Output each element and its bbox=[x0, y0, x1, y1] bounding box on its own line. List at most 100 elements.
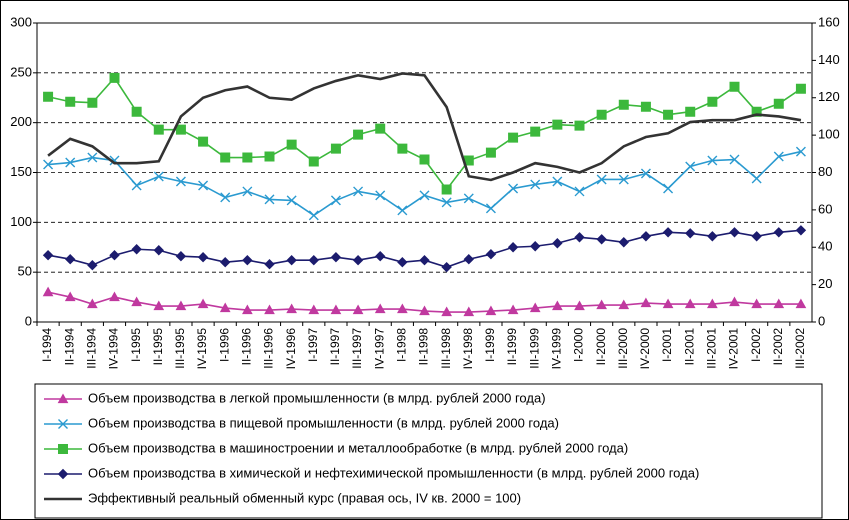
data-point bbox=[197, 252, 209, 263]
data-point bbox=[286, 303, 297, 314]
data-point bbox=[419, 190, 430, 201]
legend-box bbox=[34, 383, 823, 519]
data-point bbox=[773, 98, 784, 109]
data-point bbox=[330, 195, 341, 206]
data-point bbox=[220, 192, 231, 203]
data-point bbox=[552, 300, 563, 311]
data-point bbox=[87, 259, 98, 271]
data-point bbox=[375, 123, 386, 134]
data-point bbox=[175, 251, 187, 262]
legend-marker bbox=[58, 444, 68, 454]
data-point bbox=[153, 124, 164, 135]
x-tick-label: III-1998 bbox=[439, 328, 453, 369]
data-point bbox=[65, 254, 76, 265]
data-point bbox=[198, 136, 209, 147]
data-point bbox=[87, 152, 98, 163]
data-point bbox=[795, 146, 806, 157]
data-point bbox=[43, 91, 54, 102]
x-tick-label: II-2002 bbox=[771, 328, 785, 366]
data-point bbox=[485, 147, 496, 158]
x-tick-label: I-1995 bbox=[129, 328, 143, 362]
y-tick-label: 100 bbox=[10, 214, 32, 229]
x-tick-label: III-2001 bbox=[705, 328, 719, 369]
data-point bbox=[485, 249, 497, 260]
data-point bbox=[463, 306, 475, 317]
x-tick-label: III-1994 bbox=[85, 328, 99, 369]
data-point bbox=[729, 81, 740, 92]
x-tick-label: I-2002 bbox=[749, 328, 763, 362]
data-point bbox=[264, 194, 275, 205]
x-tick-label: I-1994 bbox=[40, 328, 54, 362]
y2-tick-label: 0 bbox=[818, 313, 825, 328]
data-point bbox=[397, 303, 408, 314]
data-point bbox=[374, 303, 386, 314]
data-point bbox=[131, 106, 142, 117]
data-point bbox=[773, 151, 784, 162]
legend-label: Объем производства в легкой промышленнос… bbox=[88, 390, 546, 405]
data-point bbox=[198, 180, 209, 191]
data-point bbox=[109, 72, 120, 83]
data-point bbox=[552, 119, 563, 130]
data-point bbox=[286, 195, 297, 206]
legend-label: Эффективный реальный обменный курс (прав… bbox=[88, 490, 521, 505]
data-point bbox=[219, 302, 231, 313]
data-point bbox=[596, 174, 607, 185]
legend-marker bbox=[58, 419, 68, 429]
data-point bbox=[574, 186, 585, 197]
data-point bbox=[352, 254, 364, 266]
series-line bbox=[47, 72, 802, 182]
data-point bbox=[441, 261, 452, 273]
x-tick-label: IV-1994 bbox=[107, 328, 121, 370]
data-point bbox=[618, 299, 630, 310]
data-point bbox=[507, 304, 519, 315]
x-tick-label: II-2000 bbox=[594, 328, 608, 366]
data-point bbox=[220, 152, 231, 163]
y-tick-label: 200 bbox=[10, 114, 32, 129]
data-point bbox=[574, 300, 585, 311]
x-tick-label: II-1999 bbox=[505, 328, 519, 366]
y2-tick-label: 60 bbox=[818, 201, 832, 216]
data-point bbox=[220, 256, 231, 268]
data-point bbox=[529, 302, 541, 313]
x-tick-label: I-1996 bbox=[217, 328, 231, 362]
data-point bbox=[131, 244, 142, 255]
y-tick-label: 150 bbox=[10, 164, 32, 179]
data-point bbox=[286, 139, 297, 150]
legend-label: Объем производства в химической и нефтех… bbox=[88, 465, 699, 480]
data-point bbox=[773, 227, 784, 238]
data-point bbox=[640, 231, 652, 242]
data-point bbox=[419, 254, 430, 266]
data-point bbox=[242, 186, 253, 197]
data-point bbox=[397, 205, 408, 216]
data-point bbox=[751, 173, 762, 184]
y2-tick-label: 40 bbox=[818, 239, 832, 254]
data-point bbox=[397, 256, 408, 268]
x-tick-label: I-2000 bbox=[572, 328, 586, 362]
x-tick-label: III-2000 bbox=[616, 328, 630, 369]
x-tick-label: IV-2001 bbox=[727, 328, 741, 370]
data-point bbox=[42, 250, 54, 261]
y2-tick-label: 140 bbox=[818, 52, 840, 67]
data-point bbox=[286, 254, 297, 266]
data-point bbox=[87, 298, 98, 309]
y2-tick-label: 120 bbox=[818, 89, 840, 104]
data-point bbox=[352, 304, 364, 315]
data-point bbox=[707, 231, 718, 242]
data-point bbox=[153, 171, 164, 182]
legend-label: Объем производства в машиностроении и ме… bbox=[88, 440, 628, 455]
data-point bbox=[662, 298, 674, 309]
data-point bbox=[308, 156, 319, 167]
data-point bbox=[751, 231, 762, 242]
data-point bbox=[707, 298, 718, 309]
data-point bbox=[353, 129, 364, 140]
data-point bbox=[441, 184, 452, 195]
x-tick-label: III-2002 bbox=[793, 328, 807, 369]
data-point bbox=[153, 300, 165, 311]
data-point bbox=[618, 237, 629, 248]
data-point bbox=[707, 96, 718, 107]
x-tick-label: I-1998 bbox=[395, 328, 409, 362]
y-tick-label: 300 bbox=[10, 14, 32, 29]
data-point bbox=[308, 254, 319, 266]
y-tick-label: 250 bbox=[10, 64, 32, 79]
